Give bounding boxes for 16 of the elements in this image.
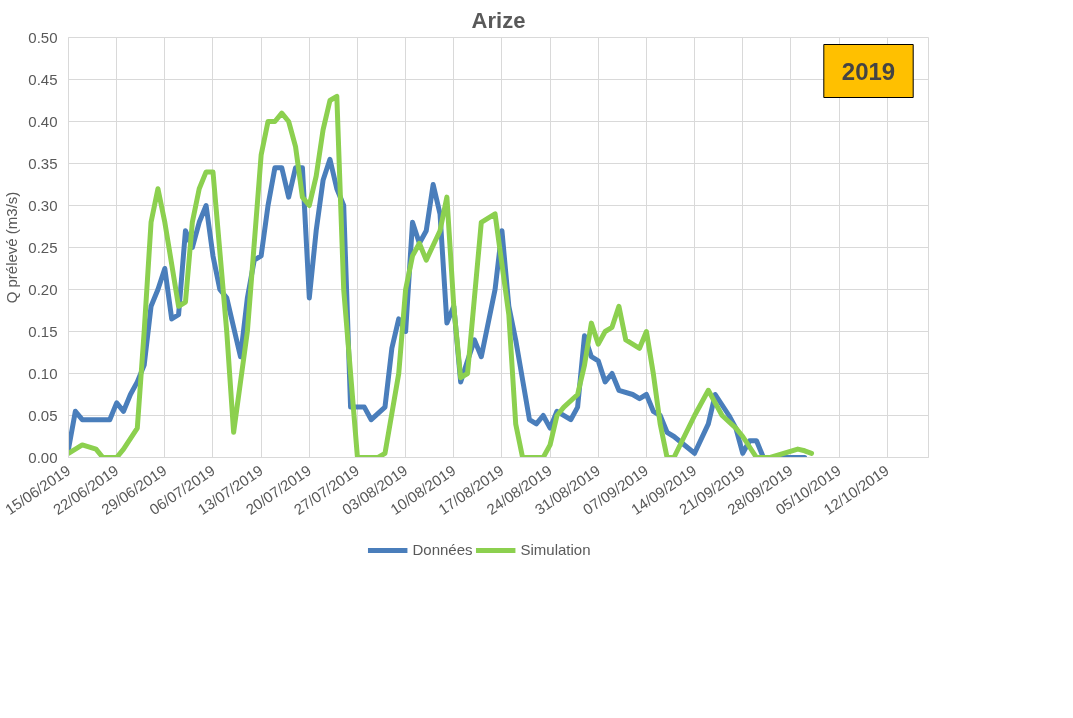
- y-tick-label: 0.10: [28, 364, 58, 382]
- y-tick-label: 0.05: [28, 406, 58, 424]
- y-tick-label: 0.35: [28, 154, 58, 172]
- y-tick-label: 0.20: [28, 280, 58, 298]
- legend-label: Simulation: [520, 541, 591, 558]
- y-tick-label: 0.50: [28, 28, 58, 46]
- y-tick-label: 0.25: [28, 238, 58, 256]
- legend-label: Données: [412, 541, 473, 558]
- chart-title: Arize: [471, 7, 526, 33]
- annotation: 2019: [841, 57, 896, 85]
- y-tick-label: 0.00: [28, 448, 58, 466]
- y-axis-title: Q prélevé (m3/s): [3, 191, 21, 304]
- y-tick-label: 0.15: [28, 322, 58, 340]
- y-tick-label: 0.30: [28, 196, 58, 214]
- y-tick-label: 0.45: [28, 70, 58, 88]
- y-tick-label: 0.40: [28, 112, 58, 130]
